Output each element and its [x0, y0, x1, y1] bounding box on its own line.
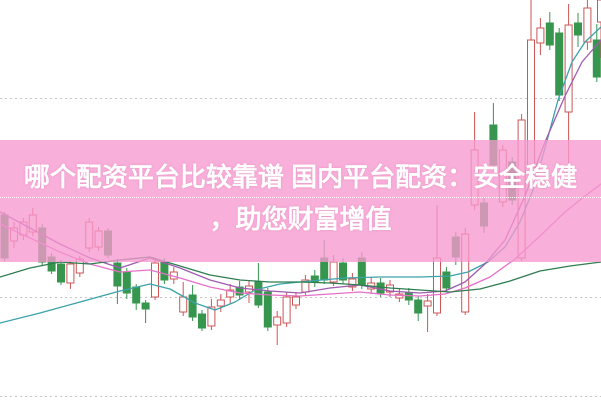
promo-banner[interactable]: 哪个配资平台比较靠谱 国内平台配资：安全稳健 ，助您财富增值: [0, 140, 601, 262]
down-candle-body: [141, 302, 150, 310]
down-candle-body: [357, 257, 366, 286]
down-candle-body: [113, 262, 122, 287]
up-candle-body: [564, 24, 573, 113]
up-candle-body: [226, 289, 235, 298]
up-candle-body: [151, 262, 159, 298]
up-candle-body: [583, 7, 592, 43]
down-candle-body: [188, 294, 197, 318]
down-candle-body: [592, 39, 601, 78]
banner-text-line2: ，助您财富增值: [209, 204, 392, 234]
up-candle-body: [207, 306, 216, 327]
down-candle-body: [57, 263, 65, 283]
up-candle-body: [66, 263, 75, 284]
down-candle-body: [442, 271, 451, 289]
banner-gridline: [0, 197, 601, 198]
up-candle-body: [179, 296, 188, 313]
down-candle-body: [404, 292, 413, 301]
up-candle-body: [536, 27, 545, 44]
up-candle-body: [273, 316, 282, 326]
ma-slow-green: [0, 256, 601, 293]
up-candle-body: [216, 299, 225, 307]
up-candle-body: [292, 296, 300, 306]
down-candle-body: [132, 286, 141, 304]
up-candle-body: [348, 278, 357, 288]
down-candle-body: [198, 313, 206, 329]
down-candle-body: [263, 291, 272, 328]
banner-text-line1: 哪个配资平台比较靠谱 国内平台配资：安全稳健: [23, 162, 578, 192]
up-candle-body: [329, 261, 338, 283]
down-candle-body: [339, 262, 347, 281]
down-candle-body: [574, 22, 582, 36]
up-candle-body: [423, 300, 432, 307]
up-candle-body: [597, 0, 601, 23]
down-candle-body: [555, 32, 564, 96]
up-candle-body: [433, 257, 441, 314]
up-candle-body: [282, 296, 291, 324]
down-candle-body: [235, 286, 244, 296]
down-candle-body: [414, 299, 423, 314]
down-candle-body: [545, 22, 554, 46]
down-candle-body: [160, 261, 169, 281]
